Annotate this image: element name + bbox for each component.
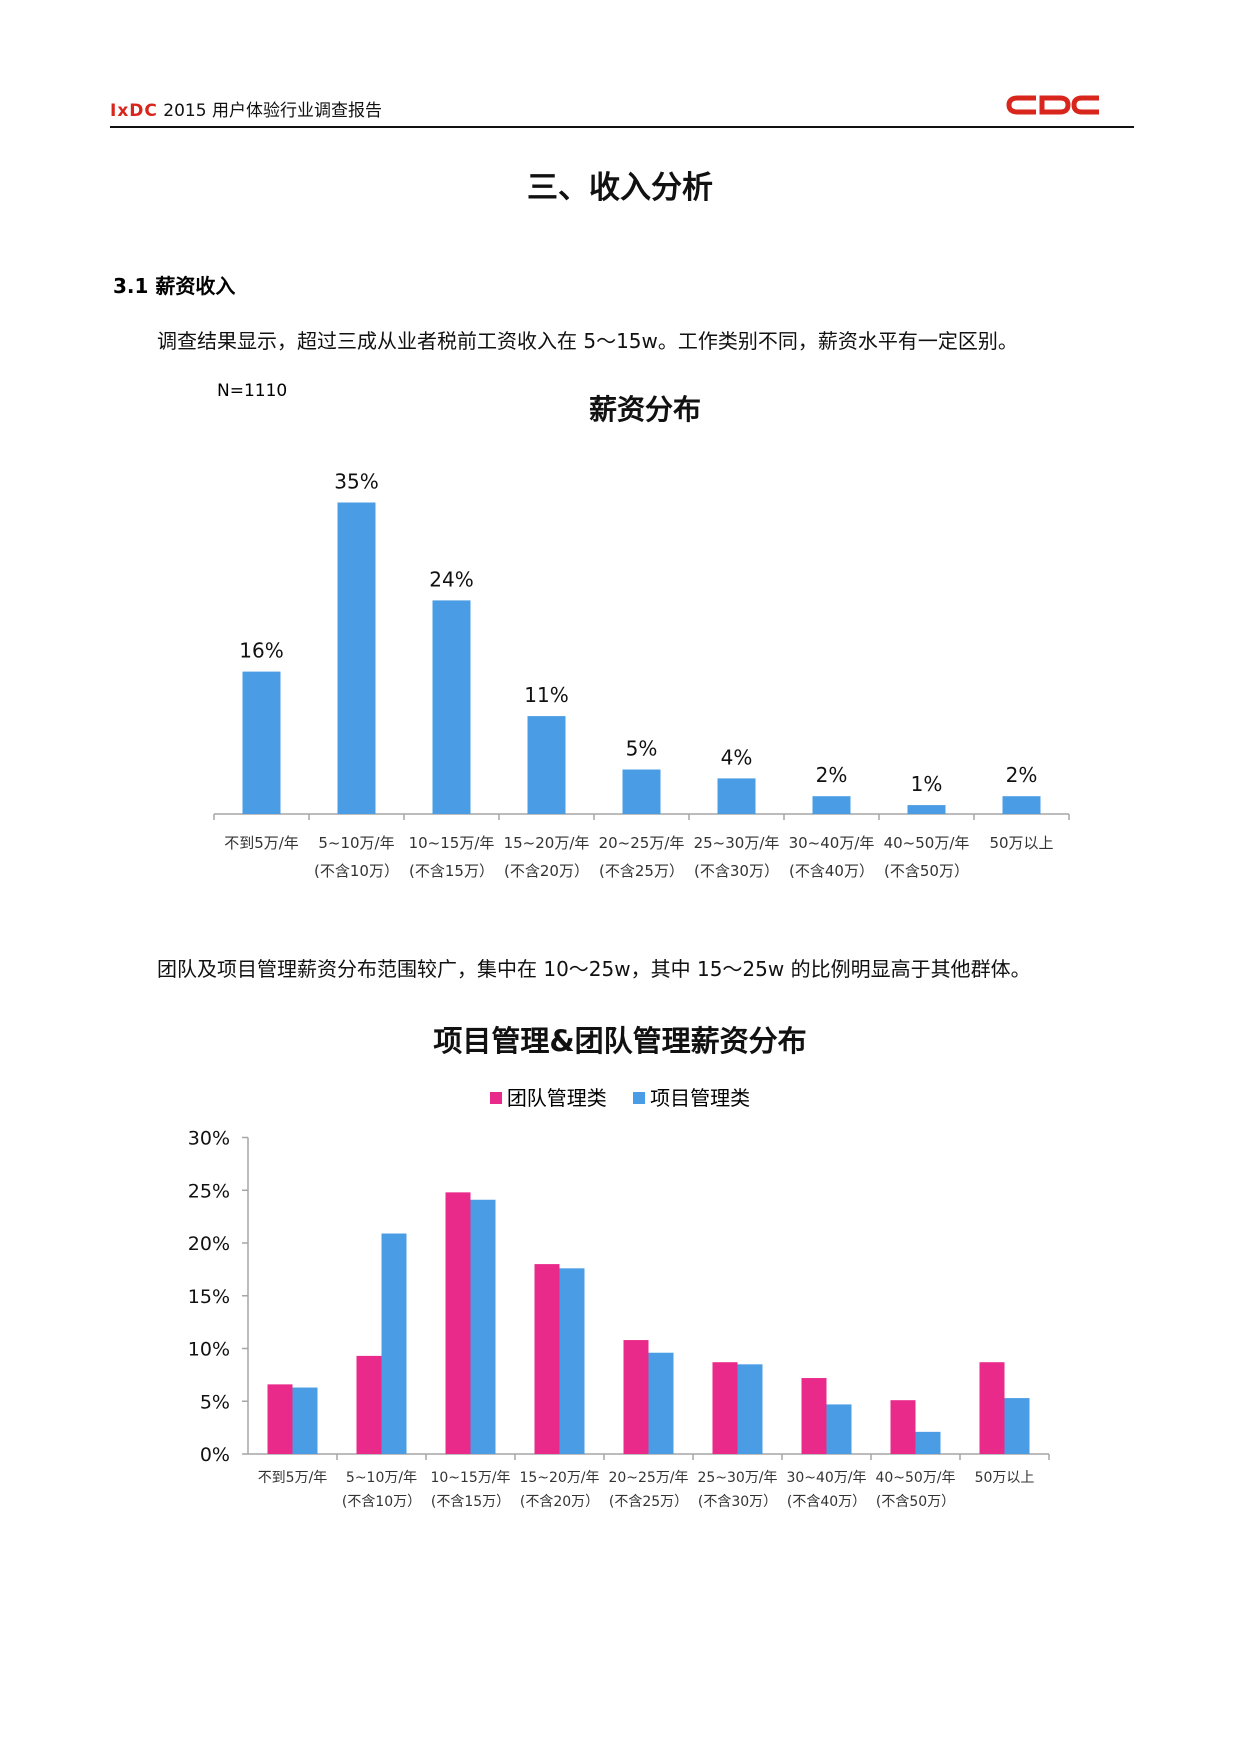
category-sublabel: (不含10万） [342, 1494, 421, 1510]
data-label: 5% [626, 737, 658, 761]
category-sublabel: (不含50万） [884, 862, 969, 880]
chart1-sample-size: N=1110 [217, 381, 288, 401]
paragraph-2: 团队及项目管理薪资分布范围较广，集中在 10～25w，其中 15～25w 的比例… [157, 957, 1031, 981]
category-label: 40~50万/年 [875, 1470, 955, 1486]
ixdc-logo: IxDC [110, 101, 158, 121]
bar-team [356, 1355, 382, 1454]
category-label: 25~30万/年 [694, 834, 780, 852]
y-tick-label: 5% [200, 1391, 230, 1413]
bar-team [534, 1264, 560, 1454]
bar-project [381, 1233, 407, 1454]
data-label: 16% [239, 639, 283, 663]
category-sublabel: (不含25万） [599, 862, 684, 880]
legend-item-team: 团队管理类 [489, 1082, 607, 1111]
chart1-title: 薪资分布 [588, 393, 701, 426]
legend-label-project: 项目管理类 [650, 1086, 751, 1110]
data-label: 11% [524, 683, 568, 707]
y-tick-label: 30% [188, 1128, 230, 1150]
category-label: 30~40万/年 [786, 1470, 866, 1486]
bar [907, 805, 946, 814]
category-sublabel: (不含40万） [787, 1494, 866, 1510]
bar-project [826, 1404, 852, 1454]
page-header: IxDC 2015 用户体验行业调查报告 [110, 94, 1134, 128]
data-label: 24% [429, 567, 473, 591]
y-tick-label: 0% [200, 1444, 230, 1466]
category-sublabel: (不含30万） [698, 1494, 777, 1510]
category-label: 40~50万/年 [884, 834, 970, 852]
bar-team [979, 1362, 1005, 1454]
paragraph-1: 调查结果显示，超过三成从业者税前工资收入在 5～15w。工作类别不同，薪资水平有… [157, 329, 1018, 353]
category-label: 10~15万/年 [430, 1470, 510, 1486]
salary-distribution-chart: 16% 不到5万/年 35% 5~10万/年 (不含10万） 24% 10~15万/年 (不含… [213, 470, 1070, 880]
bar-project [559, 1268, 585, 1454]
category-label: 20~25万/年 [608, 1470, 688, 1486]
section-heading: 3.1 薪资收入 [113, 274, 236, 298]
legend-swatch-project [633, 1092, 646, 1104]
category-label: 5~10万/年 [318, 834, 394, 852]
bar-project [470, 1199, 496, 1454]
category-label: 25~30万/年 [697, 1470, 777, 1486]
header-divider [110, 126, 1134, 128]
bar-team [445, 1192, 471, 1454]
category-label: 不到5万/年 [258, 1470, 328, 1486]
report-title: 2015 用户体验行业调查报告 [163, 101, 382, 121]
category-label: 10~15万/年 [409, 834, 495, 852]
chart2-legend: 团队管理类 项目管理类 [0, 1082, 1240, 1111]
data-label: 1% [911, 772, 943, 796]
data-label: 4% [721, 745, 753, 769]
y-tick-label: 15% [188, 1286, 230, 1308]
legend-label-team: 团队管理类 [506, 1086, 607, 1110]
data-label: 35% [334, 470, 378, 494]
category-sublabel: (不含10万） [314, 862, 399, 880]
cdc-logo [1006, 94, 1102, 120]
category-label: 20~25万/年 [599, 834, 685, 852]
data-label: 2% [1006, 763, 1038, 787]
chart2-title: 项目管理&团队管理薪资分布 [433, 1024, 807, 1058]
bar [242, 671, 281, 814]
bar-project [915, 1431, 941, 1454]
legend-swatch-team [489, 1092, 502, 1104]
page-title: 三、收入分析 [527, 170, 713, 206]
bar-team [267, 1384, 293, 1454]
category-sublabel: (不含30万） [694, 862, 779, 880]
cdc-logo-icon [1006, 95, 1099, 115]
y-tick-label: 25% [188, 1180, 230, 1202]
category-label: 15~20万/年 [519, 1470, 599, 1486]
header-title: IxDC 2015 用户体验行业调查报告 [110, 96, 382, 121]
bar-project [648, 1352, 674, 1454]
category-sublabel: (不含15万） [431, 1494, 510, 1510]
category-sublabel: (不含20万） [504, 862, 589, 880]
bar-team [623, 1340, 649, 1454]
y-tick-label: 10% [188, 1339, 230, 1361]
category-label: 50万以上 [989, 834, 1053, 852]
bar-team [890, 1400, 916, 1454]
bar-team [712, 1362, 738, 1454]
category-sublabel: (不含15万） [409, 862, 494, 880]
category-sublabel: (不含50万） [876, 1494, 955, 1510]
bar [527, 716, 566, 814]
y-tick-label: 20% [188, 1233, 230, 1255]
category-label: 30~40万/年 [789, 834, 875, 852]
bar-team [801, 1378, 827, 1454]
category-label: 50万以上 [975, 1470, 1035, 1486]
bar-project [292, 1387, 318, 1454]
category-label: 不到5万/年 [224, 834, 299, 852]
bar [432, 600, 471, 814]
category-sublabel: (不含20万） [520, 1494, 599, 1510]
legend-item-project: 项目管理类 [633, 1082, 750, 1111]
bar-project [737, 1364, 763, 1454]
bar-project [1004, 1398, 1030, 1454]
bar [622, 769, 661, 814]
category-sublabel: (不含40万） [789, 862, 874, 880]
category-sublabel: (不含25万） [609, 1494, 688, 1510]
data-label: 2% [816, 763, 848, 787]
category-label: 5~10万/年 [346, 1470, 417, 1486]
bar [812, 796, 851, 814]
category-label: 15~20万/年 [504, 834, 590, 852]
bar [717, 778, 756, 814]
bar [1002, 796, 1041, 814]
bar [337, 502, 376, 814]
management-salary-chart: 0% 5% 10% 15% 20% 25% 30% 不到5万/年 5~10万/年 (不含10万） 1… [188, 1128, 1050, 1510]
